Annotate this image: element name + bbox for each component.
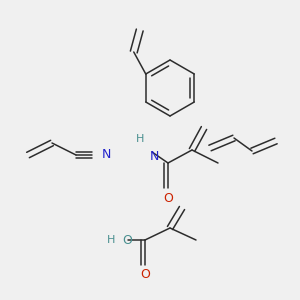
Text: H: H	[136, 134, 144, 144]
Text: O: O	[122, 233, 132, 247]
Text: N: N	[150, 150, 159, 163]
Text: O: O	[140, 268, 150, 281]
Text: N: N	[102, 148, 111, 161]
Text: O: O	[163, 191, 173, 205]
Text: H: H	[106, 235, 115, 245]
